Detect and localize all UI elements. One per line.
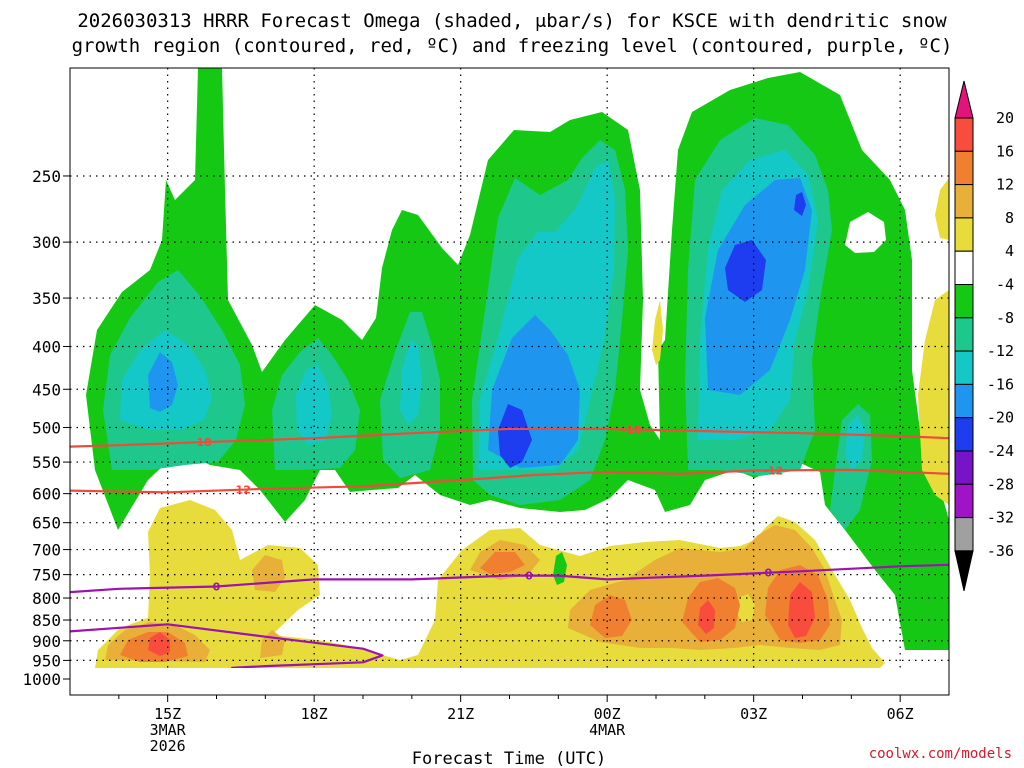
x-tick-date: 3MAR <box>150 721 187 739</box>
grid <box>70 68 949 668</box>
omega-region-blue <box>148 178 812 468</box>
omega-region-cyan <box>120 150 865 470</box>
ground-surface <box>70 668 949 695</box>
y-tick-label: 400 <box>32 338 61 357</box>
y-tick-label: 650 <box>32 514 61 533</box>
y-tick-label: 600 <box>32 485 61 504</box>
colorbar-label: -8 <box>996 309 1014 327</box>
contour-label: -12 <box>763 464 783 477</box>
site-credit: coolwx.com/models <box>869 746 1012 762</box>
colorbar-label: -20 <box>987 409 1014 427</box>
colorbar-label: 16 <box>996 142 1014 160</box>
colorbar: 20 16 12 8 4 -4 -8 -12 -16 -20 -24 -28 -32 -36 <box>954 80 1014 592</box>
chart-title-line2: growth region (contoured, red, ºC) and f… <box>72 35 953 57</box>
contour-label: 0 <box>213 581 221 594</box>
y-tick-label: 450 <box>32 380 61 399</box>
colorbar-swatch <box>954 483 974 519</box>
colorbar-swatch <box>954 417 974 452</box>
plot-area: -18 -18 -12 -12 0 0 0 <box>70 68 949 695</box>
x-tick-year: 2026 <box>150 737 186 755</box>
colorbar-swatch <box>954 184 974 219</box>
colorbar-label: 20 <box>996 109 1014 127</box>
colorbar-swatch <box>954 250 974 285</box>
contour-label: -18 <box>622 423 642 436</box>
colorbar-label: -12 <box>987 342 1014 360</box>
colorbar-swatch <box>954 150 974 186</box>
colorbar-swatch <box>954 117 974 152</box>
chart-title-line1: 2026030313 HRRR Forecast Omega (shaded, … <box>77 10 947 32</box>
x-tick-label: 06Z <box>887 705 914 723</box>
y-tick-label: 1000 <box>22 670 61 689</box>
colorbar-label: -28 <box>987 475 1014 493</box>
y-tick-label: 800 <box>32 589 61 608</box>
x-tick-label: 21Z <box>447 705 474 723</box>
x-tick-label: 15Z <box>154 705 181 723</box>
y-tick-label: 350 <box>32 289 61 308</box>
colorbar-label: -32 <box>987 509 1014 527</box>
colorbar-swatch <box>954 383 974 419</box>
contour-line <box>70 427 949 448</box>
colorbar-label: 12 <box>996 176 1014 194</box>
omega-region-gold-pocket <box>735 594 755 622</box>
y-tick-label: 500 <box>32 418 61 437</box>
colorbar-swatch <box>954 317 974 352</box>
contour-line <box>70 563 949 594</box>
contour-label: 0 <box>764 567 772 580</box>
x-tick-label: 18Z <box>301 705 328 723</box>
y-tick-label: 850 <box>32 611 61 630</box>
contour-line <box>70 623 384 668</box>
omega-region-teal <box>103 118 872 530</box>
colorbar-label: -4 <box>996 276 1014 294</box>
contours: -18 -18 -12 -12 0 0 0 <box>70 423 949 668</box>
omega-region-darkblue <box>498 192 806 468</box>
x-tick-label: 00Z <box>594 705 621 723</box>
omega-region-orange <box>120 552 830 662</box>
colorbar-label: 8 <box>1005 209 1014 227</box>
contour-label: -12 <box>231 484 251 497</box>
colorbar-label: -36 <box>987 542 1014 560</box>
colorbar-swatch <box>954 284 974 319</box>
colorbar-swatch <box>954 517 974 552</box>
contour-label: -18 <box>192 436 212 449</box>
contour-line <box>70 468 949 494</box>
y-tick-label: 900 <box>32 632 61 651</box>
y-tick-label: 250 <box>32 167 61 186</box>
colorbar-swatch-bottom <box>954 550 974 592</box>
colorbar-label: -24 <box>987 442 1014 460</box>
colorbar-swatch <box>954 217 974 252</box>
colorbar-swatch <box>954 350 974 385</box>
omega-region-gold <box>105 525 842 662</box>
colorbar-label: 4 <box>1005 242 1014 260</box>
y-tick-label: 750 <box>32 566 61 585</box>
colorbar-swatch-top <box>954 80 974 119</box>
y-tick-label: 950 <box>32 651 61 670</box>
colorbar-swatch <box>954 450 974 485</box>
x-tick-date: 4MAR <box>589 721 626 739</box>
colorbar-label: -16 <box>987 375 1014 393</box>
omega-region-white-hole <box>845 212 886 253</box>
x-axis-label: Forecast Time (UTC) <box>412 749 606 768</box>
y-tick-label: 300 <box>32 233 61 252</box>
x-tick-label: 03Z <box>740 705 767 723</box>
contour-label: 0 <box>525 570 533 583</box>
y-tick-label: 550 <box>32 453 61 472</box>
y-tick-label: 700 <box>32 541 61 560</box>
y-axis: 250 300 350 400 450 500 550 600 650 700 750 800 850 9… <box>22 167 70 689</box>
